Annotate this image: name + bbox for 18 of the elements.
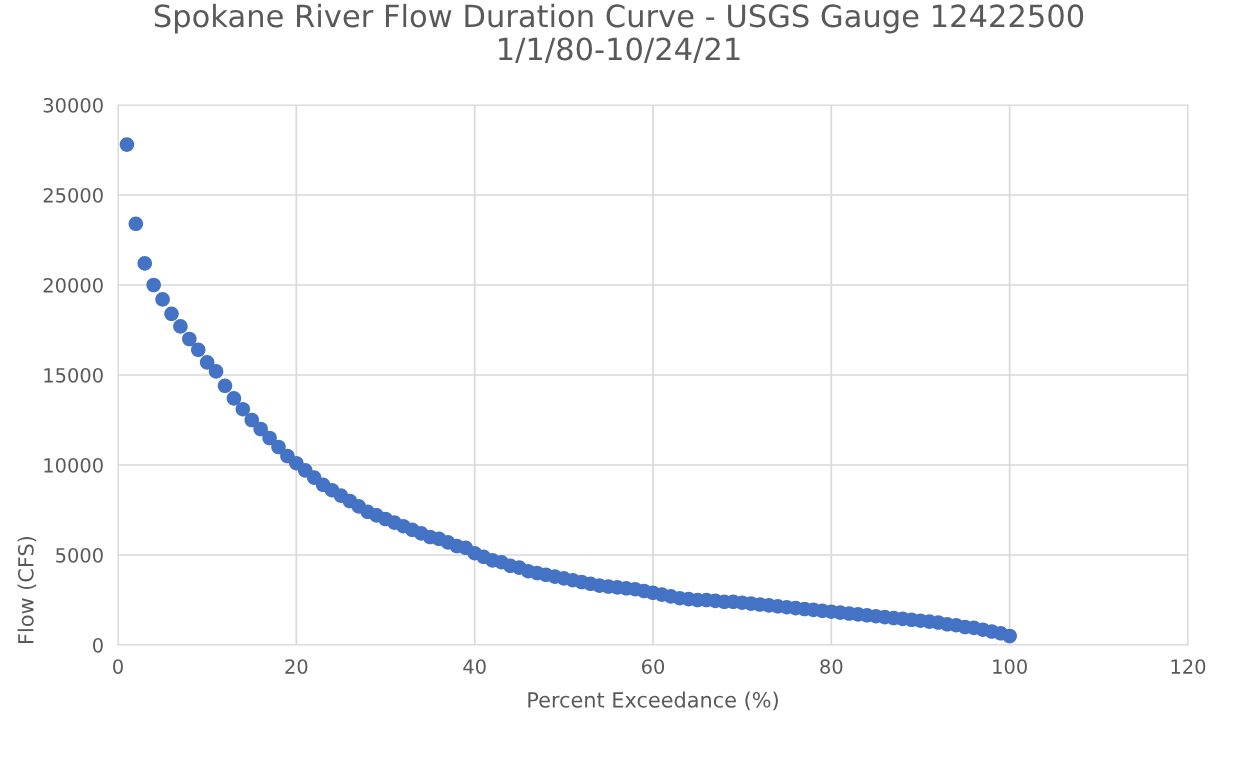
x-tick-label: 60 (641, 659, 665, 674)
chart-title: Spokane River Flow Duration Curve - USGS Gauge 12422500 (154, 3, 1084, 34)
y-tick-label: 30000 (43, 97, 103, 113)
x-tick-label: 20 (285, 659, 308, 674)
x-tick-label: 120 (1171, 659, 1206, 674)
y-tick-label: 10000 (44, 457, 103, 473)
chart-subtitle: 1/1/80-10/24/21 (499, 37, 740, 63)
x-tick-label: 100 (993, 659, 1027, 674)
x-tick-label: 0 (113, 659, 123, 674)
y-tick-label: 20000 (43, 277, 103, 293)
y-tick-label: 5000 (56, 547, 103, 563)
y-tick-label: 0 (93, 637, 103, 653)
x-tick-label: 80 (820, 659, 843, 674)
x-tick-label: 40 (463, 659, 486, 674)
x-axis-title: Percent Exceedance (%) (528, 691, 778, 711)
y-tick-label: 15000 (44, 367, 103, 383)
y-tick-label: 25000 (43, 187, 103, 203)
y-axis-title: Flow (CFS) (17, 536, 37, 643)
